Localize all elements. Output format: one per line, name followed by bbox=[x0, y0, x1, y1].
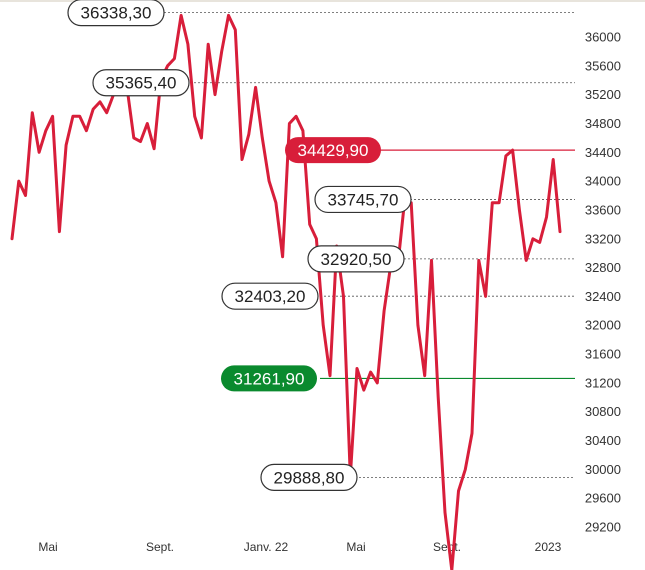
value-label: 32920,50 bbox=[307, 245, 405, 273]
x-tick-label: Sept. bbox=[146, 540, 174, 554]
label-text: 32920,50 bbox=[321, 250, 392, 269]
label-text: 34429,90 bbox=[298, 141, 369, 160]
label-text: 35365,40 bbox=[106, 74, 177, 93]
value-label: 32403,20 bbox=[221, 282, 319, 310]
y-tick-label: 30800 bbox=[585, 404, 621, 419]
y-tick-label: 36000 bbox=[585, 30, 621, 45]
y-tick-label: 35600 bbox=[585, 58, 621, 73]
y-tick-label: 34000 bbox=[585, 174, 621, 189]
y-tick-label: 32800 bbox=[585, 260, 621, 275]
label-pill bbox=[92, 69, 190, 97]
label-pill bbox=[314, 185, 412, 214]
label-text: 32403,20 bbox=[235, 287, 306, 306]
x-tick-label: Janv. 22 bbox=[244, 540, 289, 554]
y-tick-label: 29600 bbox=[585, 491, 621, 506]
y-tick-label: 30400 bbox=[585, 433, 621, 448]
value-label: 29888,80 bbox=[260, 463, 358, 491]
label-pill bbox=[67, 0, 165, 27]
label-pill bbox=[307, 245, 405, 273]
label-text: 33745,70 bbox=[328, 190, 399, 209]
x-tick-label: Mai bbox=[346, 540, 365, 554]
x-tick-label: 2023 bbox=[535, 540, 562, 554]
y-tick-label: 31600 bbox=[585, 347, 621, 362]
y-tick-label: 34800 bbox=[585, 116, 621, 131]
low-label: 31261,90 bbox=[221, 365, 317, 392]
y-tick-label: 29200 bbox=[585, 520, 621, 535]
y-tick-label: 32400 bbox=[585, 289, 621, 304]
label-pill bbox=[221, 282, 319, 310]
y-tick-label: 33200 bbox=[585, 231, 621, 246]
series-layer bbox=[10, 13, 562, 570]
label-pill bbox=[260, 463, 358, 491]
y-tick-label: 33600 bbox=[585, 202, 621, 217]
x-tick-label: Mai bbox=[38, 540, 57, 554]
value-label: 36338,30 bbox=[67, 0, 165, 27]
label-text: 29888,80 bbox=[274, 468, 345, 487]
y-tick-label: 32000 bbox=[585, 318, 621, 333]
label-pill bbox=[221, 365, 317, 392]
y-tick-label: 34400 bbox=[585, 145, 621, 160]
label-text: 36338,30 bbox=[81, 4, 152, 23]
series-line bbox=[10, 13, 562, 570]
high-label: 34429,90 bbox=[285, 137, 381, 164]
y-tick-label: 31200 bbox=[585, 375, 621, 390]
value-label: 33745,70 bbox=[314, 185, 412, 214]
label-text: 31261,90 bbox=[234, 369, 305, 388]
value-label: 35365,40 bbox=[92, 69, 190, 97]
y-tick-label: 35200 bbox=[585, 87, 621, 102]
y-tick-label: 30000 bbox=[585, 462, 621, 477]
x-axis: Mai Sept. Janv. 22 Mai Sept. 2023 bbox=[38, 540, 561, 554]
y-axis: 29200 29600 30000 30400 30800 31200 31600 32000… bbox=[585, 30, 621, 535]
label-pill bbox=[285, 137, 381, 164]
annotation-layer: 36338,30 35365,40 34429,90 33745,70 32920,50… bbox=[67, 0, 412, 491]
